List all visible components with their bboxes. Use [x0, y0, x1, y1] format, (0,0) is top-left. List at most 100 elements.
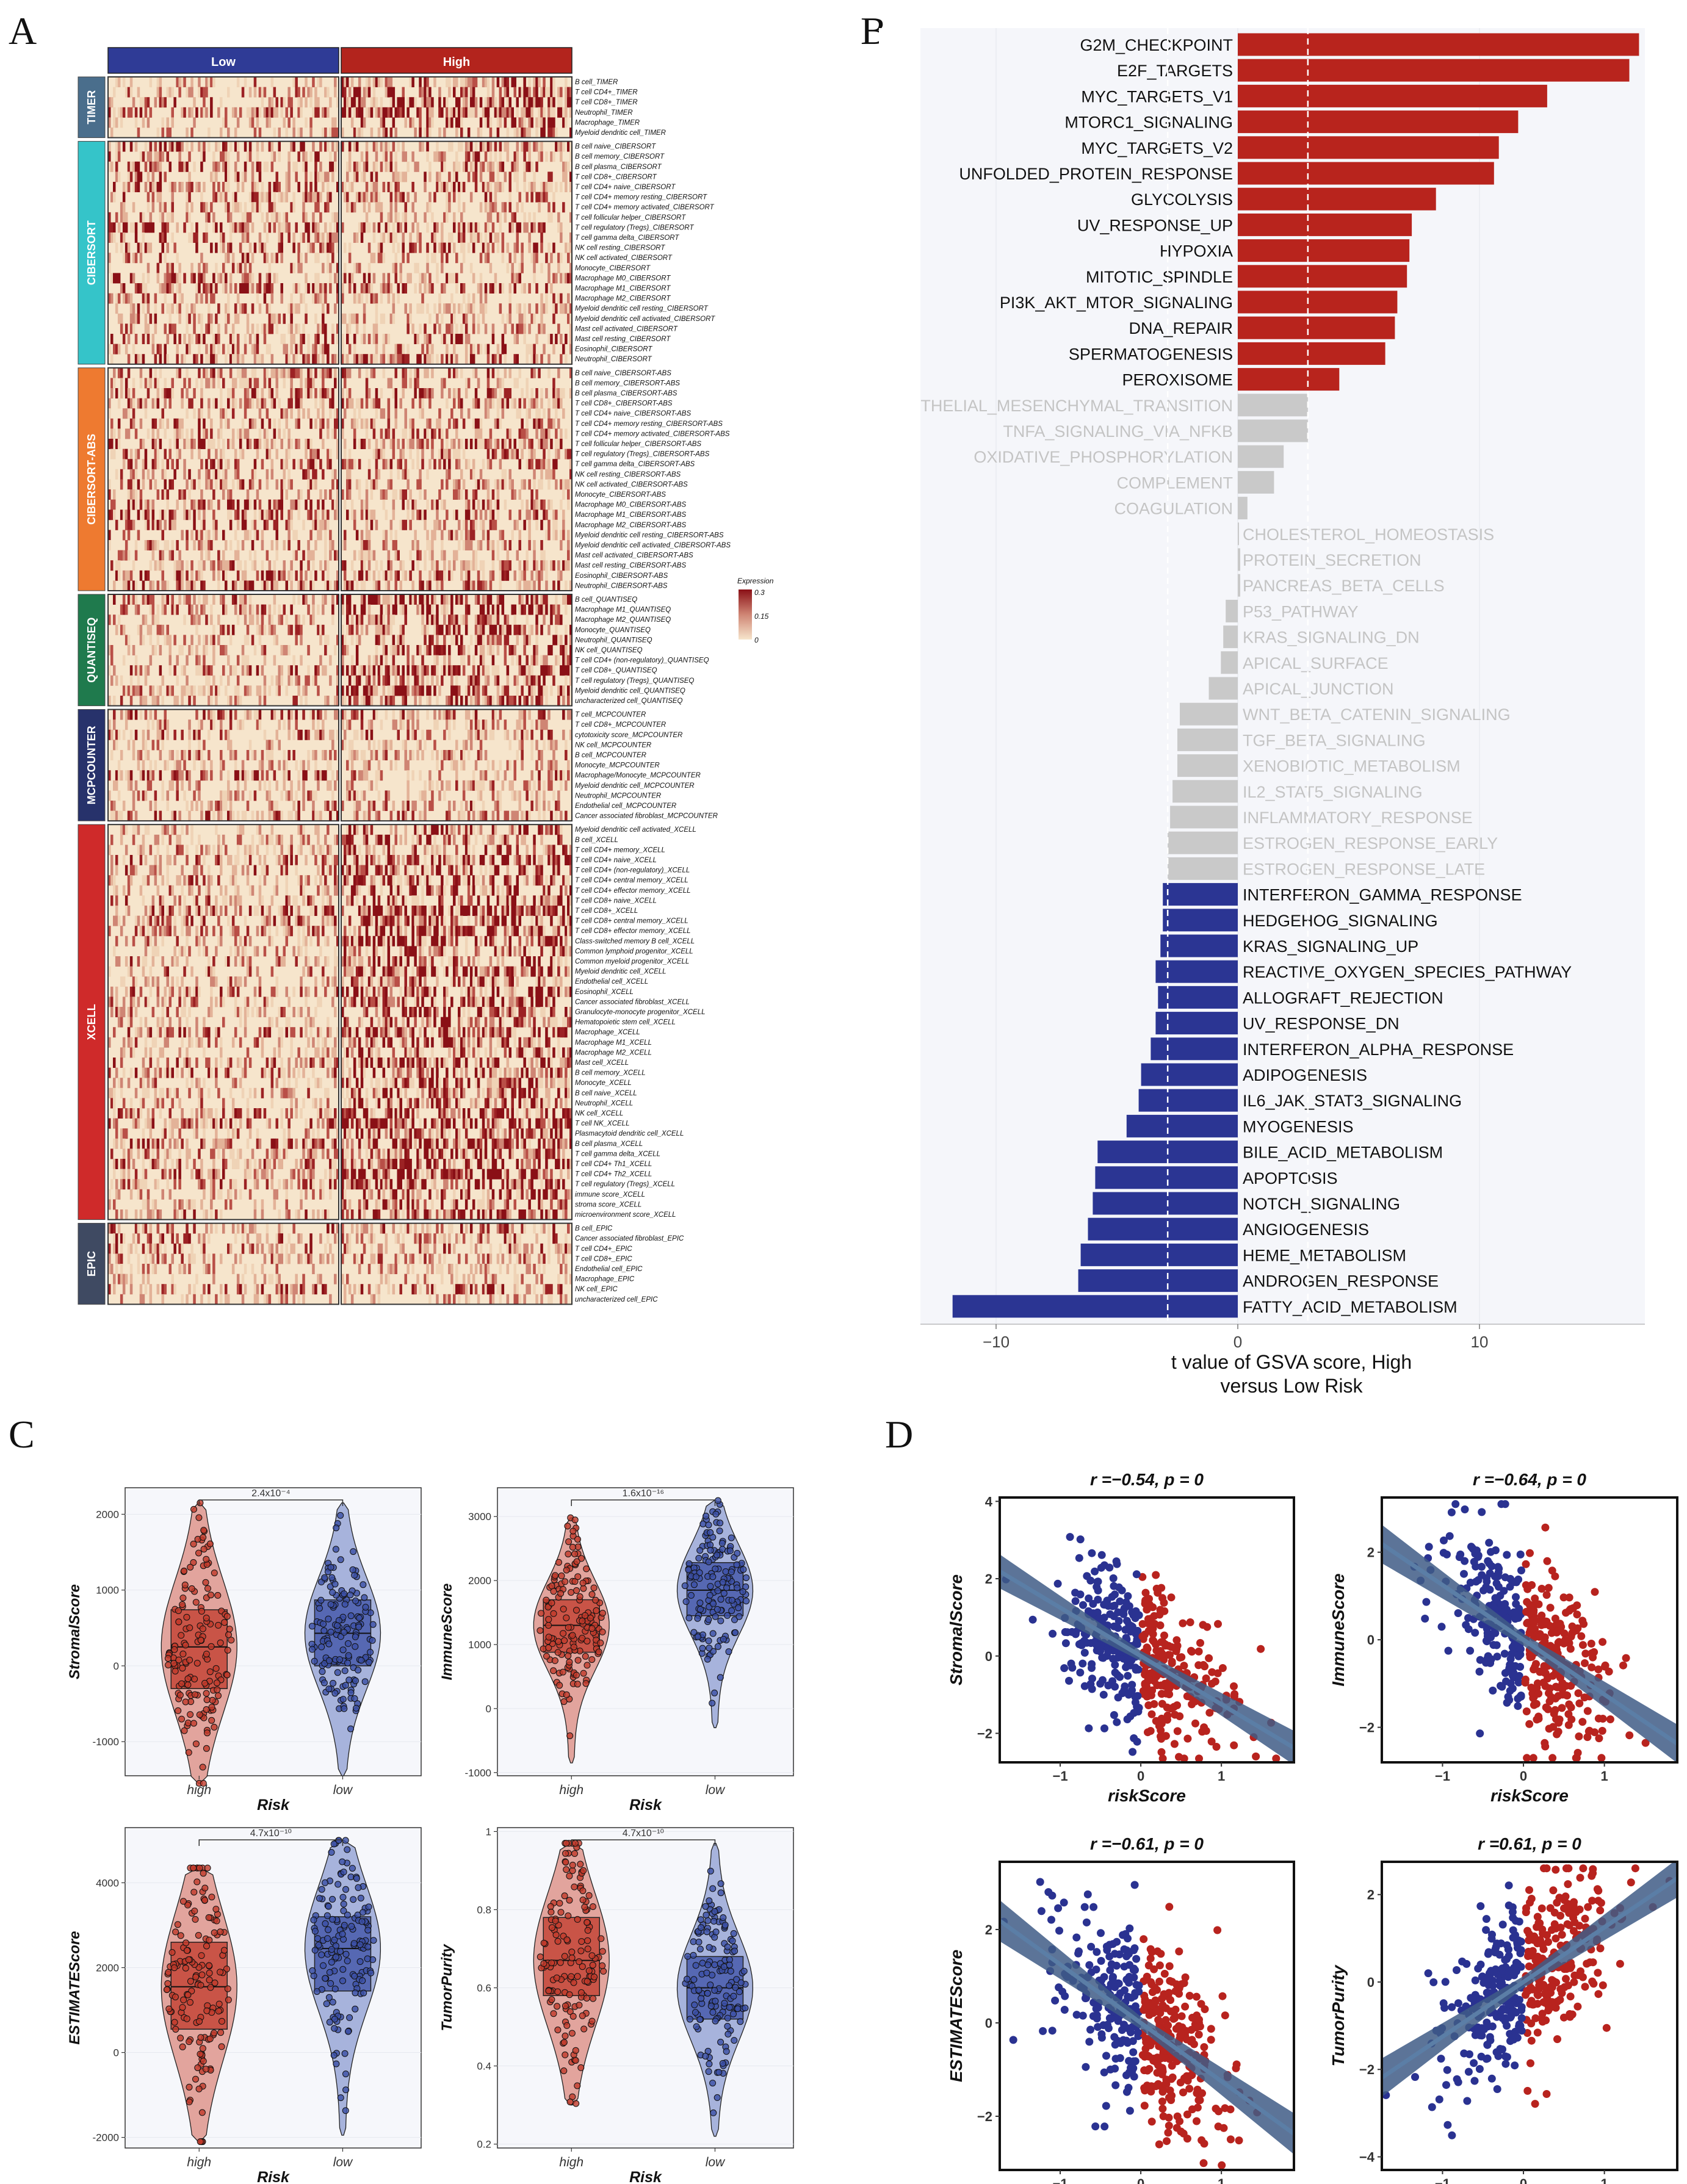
heatmap-cell [275, 635, 278, 646]
heatmap-cell [139, 398, 143, 409]
heatmap-cell [161, 624, 164, 635]
heatmap-cell [225, 151, 228, 162]
heatmap-cell [450, 293, 453, 304]
heatmap-cell [504, 202, 507, 213]
heatmap-cell [146, 262, 150, 273]
heatmap-cell [256, 489, 259, 500]
heatmap-cell [543, 107, 546, 118]
heatmap-cell [146, 273, 150, 284]
heatmap-cell [220, 645, 223, 655]
heatmap-cell [307, 510, 310, 521]
heatmap-cell [290, 97, 293, 108]
heatmap-cell [236, 550, 240, 561]
heatmap-cell [312, 242, 315, 253]
heatmap-cell [491, 367, 495, 378]
heatmap-cell [319, 293, 322, 304]
heatmap-cell [149, 242, 153, 253]
heatmap-cell [251, 192, 255, 203]
heatmap-cell [560, 398, 563, 409]
heatmap-cell [474, 182, 478, 192]
heatmap-cell [222, 479, 225, 490]
heatmap-cell [181, 398, 184, 409]
heatmap-cell [380, 202, 383, 213]
heatmap-cell [402, 242, 405, 253]
heatmap-cell [438, 293, 441, 304]
heatmap-cell [244, 378, 247, 389]
heatmap-cell [464, 378, 468, 389]
heatmap-cell [198, 499, 201, 510]
heatmap-cell [455, 614, 458, 625]
heatmap-cell [516, 222, 519, 233]
heatmap-cell [176, 367, 179, 378]
heatmap-cell [387, 273, 391, 284]
heatmap-cell [533, 550, 536, 561]
heatmap-cell [482, 645, 485, 655]
heatmap-cell [474, 519, 478, 530]
heatmap-cell [151, 398, 155, 409]
heatmap-cell [543, 77, 546, 87]
heatmap-cell [305, 161, 308, 172]
heatmap-cell [479, 418, 483, 429]
heatmap-cell [528, 107, 531, 118]
heatmap-cell [474, 222, 478, 233]
heatmap-cell [496, 212, 500, 223]
heatmap-cell [533, 97, 536, 108]
heatmap-cell [273, 313, 276, 324]
heatmap-cell [387, 141, 391, 152]
heatmap-cell [314, 232, 317, 243]
heatmap-cell [516, 334, 519, 344]
heatmap-cell [462, 202, 466, 213]
heatmap-cell [231, 388, 235, 398]
heatmap-cell [203, 418, 206, 429]
heatmap-cell [258, 202, 262, 213]
heatmap-cell [144, 283, 148, 294]
heatmap-cell [181, 77, 184, 87]
heatmap-cell [270, 107, 274, 118]
heatmap-cell [344, 262, 347, 273]
heatmap-cell [295, 418, 298, 429]
heatmap-cell [533, 141, 536, 152]
heatmap-cell [171, 594, 174, 605]
heatmap-cell [115, 469, 118, 480]
heatmap-cell [533, 469, 536, 480]
heatmap-cell [543, 665, 546, 676]
heatmap-cell [477, 570, 480, 581]
heatmap-cell [205, 378, 208, 389]
heatmap-cell [450, 635, 453, 646]
heatmap-cell [319, 519, 322, 530]
heatmap-cell [499, 398, 502, 409]
heatmap-cell [464, 97, 468, 108]
heatmap-cell [305, 117, 308, 128]
heatmap-cell [341, 222, 344, 233]
heatmap-cell [350, 624, 354, 635]
heatmap-cell [290, 313, 293, 324]
heatmap-cell [460, 334, 463, 344]
heatmap-cell [535, 334, 538, 344]
heatmap-cell [394, 367, 397, 378]
heatmap-cell [491, 540, 495, 550]
heatmap-cell [190, 262, 193, 273]
heatmap-cell [367, 77, 371, 87]
heatmap-cell [453, 273, 456, 284]
heatmap-cell [431, 117, 434, 128]
heatmap-cell [263, 439, 267, 449]
heatmap-cell [108, 665, 111, 676]
heatmap-cell [409, 367, 412, 378]
heatmap-cell [178, 594, 181, 605]
heatmap-cell [424, 77, 427, 87]
heatmap-cell [176, 141, 179, 152]
heatmap-cell [324, 293, 327, 304]
heatmap-cell [280, 459, 283, 470]
heatmap-cell [458, 459, 461, 470]
heatmap-cell [239, 604, 242, 615]
heatmap-cell [324, 242, 327, 253]
heatmap-cell [210, 323, 213, 334]
heatmap-cell [416, 645, 419, 655]
heatmap-cell [336, 675, 339, 686]
heatmap-cell [183, 685, 186, 696]
heatmap-cell [188, 171, 191, 182]
heatmap-cell [268, 182, 272, 192]
heatmap-cell [283, 469, 286, 480]
heatmap-cell [567, 253, 570, 264]
heatmap-cell [314, 354, 317, 365]
